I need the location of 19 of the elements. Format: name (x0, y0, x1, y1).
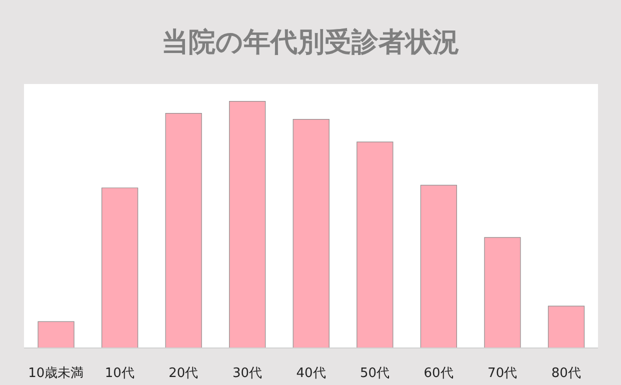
x-tick-label: 50代 (360, 366, 390, 382)
bar (548, 306, 585, 348)
x-tick-label: 10代 (104, 366, 134, 382)
bar (229, 100, 266, 348)
bar (292, 118, 330, 348)
x-tick-label: 80代 (551, 366, 581, 382)
bar (420, 184, 457, 348)
x-tick-label: 10歳未満 (28, 366, 84, 382)
bar (102, 188, 138, 348)
bar (484, 237, 521, 348)
chart-title: 当院の年代別受診者状況 (160, 26, 460, 60)
x-tick-label: 70代 (488, 366, 518, 382)
bar (165, 113, 202, 348)
bar (38, 321, 74, 348)
x-tick-label: 60代 (424, 366, 454, 382)
x-tick-label: 20代 (168, 366, 198, 382)
x-tick-label: 30代 (232, 366, 262, 382)
bar (356, 142, 394, 348)
x-tick-label: 40代 (296, 366, 326, 382)
